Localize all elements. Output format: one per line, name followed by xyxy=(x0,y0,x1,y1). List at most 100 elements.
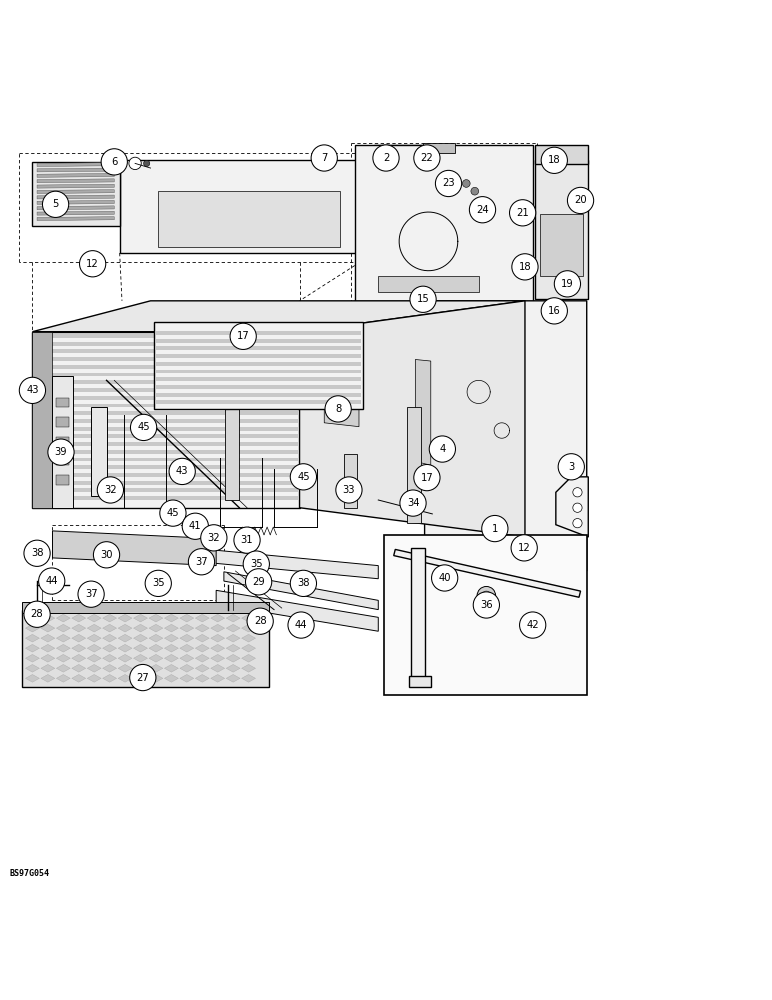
Polygon shape xyxy=(37,184,114,188)
Circle shape xyxy=(512,254,538,280)
Text: 1: 1 xyxy=(492,524,498,534)
Circle shape xyxy=(290,464,317,490)
Polygon shape xyxy=(195,624,209,632)
Circle shape xyxy=(234,527,260,553)
Text: 17: 17 xyxy=(421,473,433,483)
Polygon shape xyxy=(540,214,583,276)
Text: 15: 15 xyxy=(417,294,429,304)
Text: 28: 28 xyxy=(31,609,43,619)
Polygon shape xyxy=(211,674,225,682)
Circle shape xyxy=(160,500,186,526)
Circle shape xyxy=(145,570,171,596)
Text: 38: 38 xyxy=(297,578,310,588)
Circle shape xyxy=(130,414,157,441)
Polygon shape xyxy=(34,334,298,338)
Text: 12: 12 xyxy=(86,259,99,269)
Circle shape xyxy=(200,558,205,563)
Polygon shape xyxy=(22,610,269,687)
Circle shape xyxy=(169,458,195,485)
Circle shape xyxy=(554,271,581,297)
Circle shape xyxy=(298,576,309,586)
Circle shape xyxy=(78,581,104,607)
Polygon shape xyxy=(52,376,73,508)
Polygon shape xyxy=(56,624,70,632)
Polygon shape xyxy=(72,614,86,622)
Polygon shape xyxy=(120,160,374,253)
Polygon shape xyxy=(22,602,269,613)
Circle shape xyxy=(93,542,120,568)
Polygon shape xyxy=(72,624,86,632)
Polygon shape xyxy=(118,664,132,672)
Polygon shape xyxy=(72,634,86,642)
Polygon shape xyxy=(37,168,114,172)
Polygon shape xyxy=(56,674,70,682)
Text: 32: 32 xyxy=(208,533,220,543)
Polygon shape xyxy=(134,644,147,652)
Polygon shape xyxy=(242,624,256,632)
Polygon shape xyxy=(52,531,216,566)
Text: 44: 44 xyxy=(295,620,307,630)
Text: 5: 5 xyxy=(52,199,59,209)
Circle shape xyxy=(462,180,470,187)
Polygon shape xyxy=(180,644,194,652)
Text: 16: 16 xyxy=(548,306,560,316)
Polygon shape xyxy=(535,145,588,164)
Polygon shape xyxy=(211,664,225,672)
Polygon shape xyxy=(34,403,298,407)
Text: 27: 27 xyxy=(137,673,149,683)
Text: 20: 20 xyxy=(574,195,587,205)
Text: 23: 23 xyxy=(442,178,455,188)
Circle shape xyxy=(97,477,124,503)
Text: 2: 2 xyxy=(383,153,389,163)
Polygon shape xyxy=(72,664,86,672)
Polygon shape xyxy=(32,332,300,508)
Circle shape xyxy=(196,554,208,566)
Polygon shape xyxy=(56,644,70,652)
Polygon shape xyxy=(156,339,361,343)
Text: 12: 12 xyxy=(518,543,530,553)
Polygon shape xyxy=(164,644,178,652)
Polygon shape xyxy=(300,301,525,537)
Polygon shape xyxy=(37,206,114,210)
Polygon shape xyxy=(34,396,298,400)
Circle shape xyxy=(520,612,546,638)
Polygon shape xyxy=(103,634,117,642)
Circle shape xyxy=(511,535,537,561)
Polygon shape xyxy=(34,427,298,431)
Circle shape xyxy=(414,464,440,491)
Text: 42: 42 xyxy=(527,620,539,630)
Circle shape xyxy=(477,586,496,605)
Circle shape xyxy=(432,569,448,585)
Text: 38: 38 xyxy=(31,548,43,558)
Circle shape xyxy=(482,515,508,542)
Polygon shape xyxy=(72,674,86,682)
Polygon shape xyxy=(25,634,39,642)
Bar xyxy=(56,398,69,407)
Text: 17: 17 xyxy=(237,331,249,341)
Polygon shape xyxy=(324,359,359,427)
Polygon shape xyxy=(242,654,256,662)
Circle shape xyxy=(85,585,97,597)
Polygon shape xyxy=(242,614,256,622)
Text: 28: 28 xyxy=(254,616,266,626)
Polygon shape xyxy=(409,676,431,687)
Polygon shape xyxy=(87,614,101,622)
Circle shape xyxy=(247,608,273,634)
Polygon shape xyxy=(134,674,147,682)
Polygon shape xyxy=(34,365,298,369)
Polygon shape xyxy=(535,160,588,299)
Text: 45: 45 xyxy=(297,472,310,482)
Polygon shape xyxy=(34,442,298,446)
Text: 37: 37 xyxy=(85,589,97,599)
Polygon shape xyxy=(37,195,114,199)
Text: 22: 22 xyxy=(421,153,433,163)
Polygon shape xyxy=(242,664,256,672)
Polygon shape xyxy=(25,614,39,622)
Polygon shape xyxy=(134,614,147,622)
Text: 4: 4 xyxy=(439,444,445,454)
Polygon shape xyxy=(226,614,240,622)
Text: 6: 6 xyxy=(111,157,117,167)
Circle shape xyxy=(311,145,337,171)
Polygon shape xyxy=(37,211,114,215)
Circle shape xyxy=(243,551,269,577)
